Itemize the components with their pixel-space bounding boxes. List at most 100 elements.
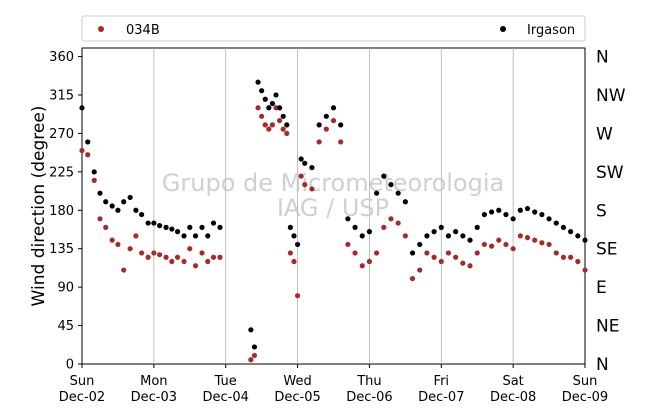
point-034b-78 [582, 267, 588, 273]
point-034b-57 [431, 254, 437, 260]
point-034b-50 [381, 224, 387, 230]
point-034b-67 [503, 241, 509, 248]
point-irgason-46 [352, 224, 358, 230]
watermark: Grupo de Micrometeorologia IAG / USP [162, 169, 504, 222]
point-irgason-32 [277, 105, 283, 111]
point-irgason-68 [510, 216, 516, 222]
point-034b-0 [79, 147, 85, 154]
point-034b-11 [145, 254, 151, 260]
point-irgason-59 [445, 233, 452, 239]
point-034b-8 [127, 246, 133, 252]
point-034b-21 [205, 258, 211, 265]
point-irgason-19 [192, 233, 199, 239]
point-034b-65 [488, 243, 495, 249]
point-irgason-33 [280, 113, 286, 119]
point-irgason-23 [217, 224, 223, 230]
point-irgason-65 [488, 209, 495, 215]
point-034b-51 [388, 216, 394, 222]
legend-frame [81, 15, 586, 42]
point-034b-49 [374, 250, 380, 256]
point-034b-46 [352, 250, 358, 256]
point-034b-69 [517, 233, 523, 239]
point-034b-35 [287, 250, 293, 256]
x-tick-day-4: Thu [356, 374, 381, 389]
point-034b-41 [316, 139, 322, 145]
point-irgason-43 [330, 105, 337, 111]
point-irgason-71 [532, 209, 538, 215]
point-034b-17 [181, 258, 187, 265]
point-irgason-16 [174, 229, 181, 235]
point-irgason-4 [103, 199, 109, 205]
gridlines [153, 48, 514, 364]
point-irgason-27 [259, 88, 265, 94]
point-034b-45 [345, 241, 351, 248]
point-irgason-13 [157, 223, 163, 229]
point-irgason-62 [467, 237, 473, 243]
point-034b-1 [85, 152, 91, 158]
point-034b-60 [453, 254, 459, 260]
point-034b-77 [575, 258, 581, 265]
point-irgason-39 [302, 160, 308, 166]
point-irgason-28 [262, 96, 268, 102]
point-irgason-44 [338, 122, 344, 128]
y-tick-label-4: 180 [49, 204, 74, 219]
point-irgason-49 [374, 190, 380, 196]
compass-label-6: W [596, 124, 613, 144]
point-034b-20 [199, 250, 205, 256]
point-034b-22 [210, 254, 217, 260]
point-irgason-57 [431, 229, 437, 235]
point-irgason-50 [381, 173, 387, 179]
point-irgason-66 [496, 207, 502, 213]
point-034b-75 [560, 254, 567, 260]
series-034b [79, 105, 588, 363]
x-tick-day-7: Sun [573, 374, 598, 389]
point-irgason-74 [553, 220, 559, 226]
point-irgason-36 [291, 233, 297, 239]
legend-label-irgason: Irgason [527, 23, 575, 38]
point-034b-14 [163, 254, 169, 260]
compass-labels: N NE E SE S SW W NW N [596, 48, 626, 375]
compass-label-5: SW [596, 163, 624, 183]
point-irgason-56 [424, 233, 430, 239]
point-034b-7 [121, 267, 127, 273]
point-034b-71 [532, 237, 538, 243]
point-irgason-64 [481, 211, 487, 218]
point-irgason-22 [210, 220, 217, 226]
compass-label-7: NW [596, 86, 626, 106]
point-034b-25 [251, 352, 258, 359]
point-034b-13 [157, 252, 163, 258]
point-034b-32 [277, 117, 283, 124]
point-034b-55 [417, 267, 423, 273]
point-irgason-1 [85, 139, 91, 145]
point-034b-26 [255, 105, 261, 111]
y-tick-label-7: 315 [49, 88, 74, 103]
x-tick-date-1: Dec-03 [131, 390, 177, 405]
x-tick-day-2: Tue [214, 374, 237, 389]
point-irgason-6 [115, 207, 121, 213]
point-034b-64 [481, 241, 487, 248]
x-tick-day-3: Wed [283, 374, 311, 389]
y-tick-label-8: 360 [49, 50, 74, 65]
point-034b-37 [294, 293, 301, 299]
legend: 034B Irgason [81, 15, 586, 42]
x-tick-date-4: Dec-06 [346, 390, 392, 405]
plot-area: Grupo de Micrometeorologia IAG / USP [79, 47, 588, 365]
x-tick-date-0: Dec-02 [59, 390, 105, 405]
y-tick-label-0: 0 [66, 358, 74, 373]
point-034b-9 [133, 233, 139, 239]
point-irgason-47 [359, 233, 365, 239]
point-irgason-40 [309, 164, 315, 171]
point-034b-18 [187, 246, 193, 252]
series-irgason [79, 79, 588, 350]
point-irgason-51 [388, 182, 394, 188]
point-irgason-3 [97, 190, 103, 196]
watermark-line-2: IAG / USP [277, 194, 389, 222]
point-034b-36 [291, 258, 297, 265]
point-034b-48 [366, 258, 373, 265]
point-irgason-9 [133, 207, 139, 213]
point-irgason-14 [163, 224, 169, 230]
point-irgason-38 [298, 156, 304, 162]
point-irgason-48 [366, 229, 373, 235]
point-irgason-73 [546, 216, 552, 222]
